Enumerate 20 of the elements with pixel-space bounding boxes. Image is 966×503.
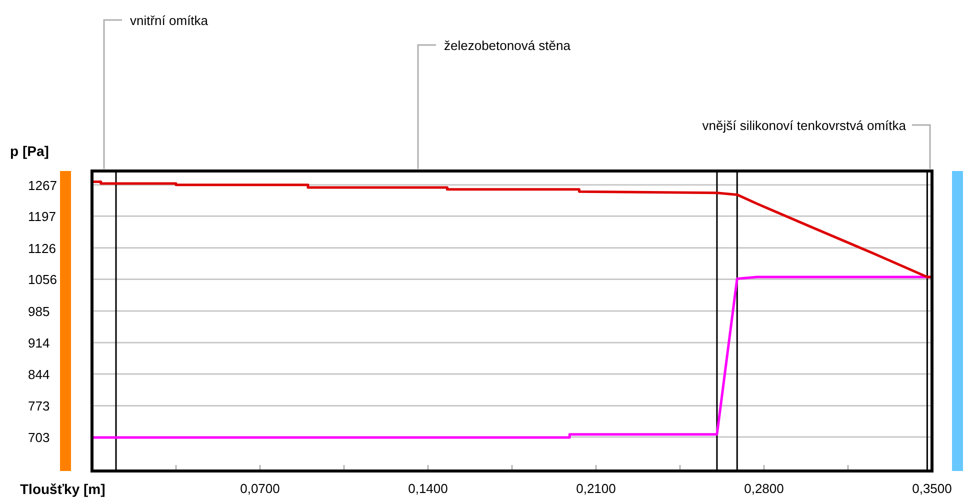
y-tick-label: 1267 <box>28 178 57 193</box>
x-axis-title: Tloušťky [m] <box>20 481 106 497</box>
y-tick-label: 1197 <box>28 209 56 224</box>
x-tick-label: 0,0700 <box>240 481 280 496</box>
line-series <box>92 180 932 278</box>
text: železobetonová stěna <box>444 38 572 53</box>
x-tick-label: 0,1400 <box>408 481 448 496</box>
text: vnější silikonoví tenkovrstvá omítka <box>702 118 907 133</box>
y-axis-title: p [Pa] <box>10 143 49 159</box>
x-tick-label: 0,2100 <box>576 481 616 496</box>
y-tick-label: 844 <box>28 366 50 382</box>
x-tick-label: 0,2800 <box>744 481 784 496</box>
y-tick-label: 703 <box>28 430 50 446</box>
y-tick-label: 1056 <box>28 272 57 288</box>
y-tick-label: 773 <box>28 398 50 414</box>
x-tick-label: 0,3500 <box>912 481 952 496</box>
y-tick-label: 1126 <box>28 240 56 256</box>
text: vnitřní omítka <box>130 13 209 28</box>
y-tick-label: 914 <box>28 336 50 351</box>
y-tick-label: 985 <box>28 304 50 319</box>
